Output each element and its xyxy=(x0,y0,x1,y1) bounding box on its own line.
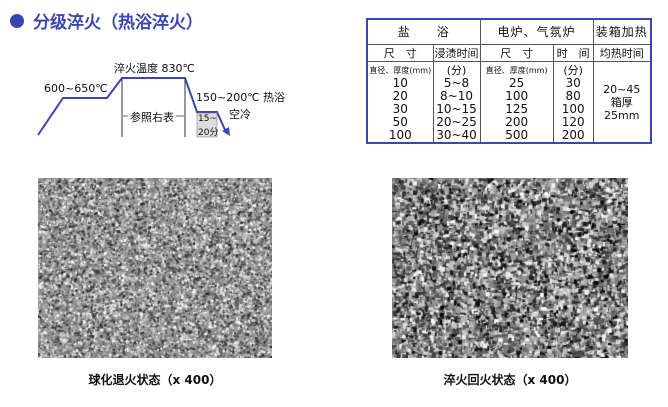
header-salt-bath: 盐 浴 xyxy=(366,18,481,45)
subheader: 浸渍时间 xyxy=(432,43,481,62)
table-cell: 8~10 xyxy=(440,88,473,103)
micrograph-tempered xyxy=(392,178,628,358)
hold-label: 20分 xyxy=(198,128,219,138)
furnace-size-col: 直径、厚度(mm) 25 100 125 200 500 xyxy=(479,60,554,144)
header-box: 装箱加热 xyxy=(592,18,652,45)
table-cell: 500 xyxy=(505,127,529,142)
quench-temp-label: 淬火温度 830℃ xyxy=(114,62,195,75)
table-cell: 50 xyxy=(392,114,408,129)
salt-size-col: 直径、厚度(mm) 10 20 30 50 100 xyxy=(366,60,434,144)
subheader: 尺 寸 xyxy=(366,43,434,62)
table-cell: 200 xyxy=(561,127,585,142)
table-cell: 5~8 xyxy=(443,75,470,90)
table-cell: 10~15 xyxy=(436,101,477,116)
table-cell: 20~25 xyxy=(436,114,477,129)
table-cell: 125 xyxy=(505,101,529,116)
hold-label: 15~ xyxy=(198,114,217,124)
header-furnace: 电炉、气氛炉 xyxy=(479,18,594,45)
table-cell: 200 xyxy=(505,114,529,129)
table-cell: 100 xyxy=(561,101,585,116)
table-cell: 25 xyxy=(509,75,525,90)
air-cool-label: 空冷 xyxy=(229,108,251,121)
section-title: 分级淬火（热浴淬火） xyxy=(10,8,203,33)
bullet-icon xyxy=(10,13,24,28)
subheader: 时 间 xyxy=(552,43,594,62)
subheader: 均热时间 xyxy=(592,43,652,62)
table-cell: 100 xyxy=(505,88,529,103)
micrograph-spheroidized xyxy=(38,178,272,358)
furnace-time-col: (分) 30 80 100 120 200 xyxy=(552,60,594,144)
heating-time-table: 盐 浴 电炉、气氛炉 装箱加热 尺 寸 浸渍时间 尺 寸 时 间 均热时间 直径… xyxy=(366,18,652,144)
table-cell: 120 xyxy=(561,114,585,129)
table-cell: 30~40 xyxy=(436,127,477,142)
refer-label: 参照右表 xyxy=(128,109,176,125)
table-cell: 20 xyxy=(392,88,408,103)
table-cell: 10 xyxy=(392,75,408,90)
table-cell: 30 xyxy=(392,101,408,116)
bath-label: 150~200℃ 热浴 xyxy=(196,91,286,104)
table-cell: 30 xyxy=(565,75,581,90)
table-cell: 80 xyxy=(565,88,581,103)
preheat-label: 600~650℃ xyxy=(44,82,108,95)
caption-spheroidized: 球化退火状态（x 400） xyxy=(88,373,222,387)
salt-time-col: (分) 5~8 8~10 10~15 20~25 30~40 xyxy=(432,60,481,144)
box-time-col: 20~45 箱厚 25mm xyxy=(592,60,652,144)
table-cell: 100 xyxy=(388,127,412,142)
subheader: 尺 寸 xyxy=(479,43,554,62)
caption-tempered: 淬火回火状态（x 400） xyxy=(443,373,577,387)
